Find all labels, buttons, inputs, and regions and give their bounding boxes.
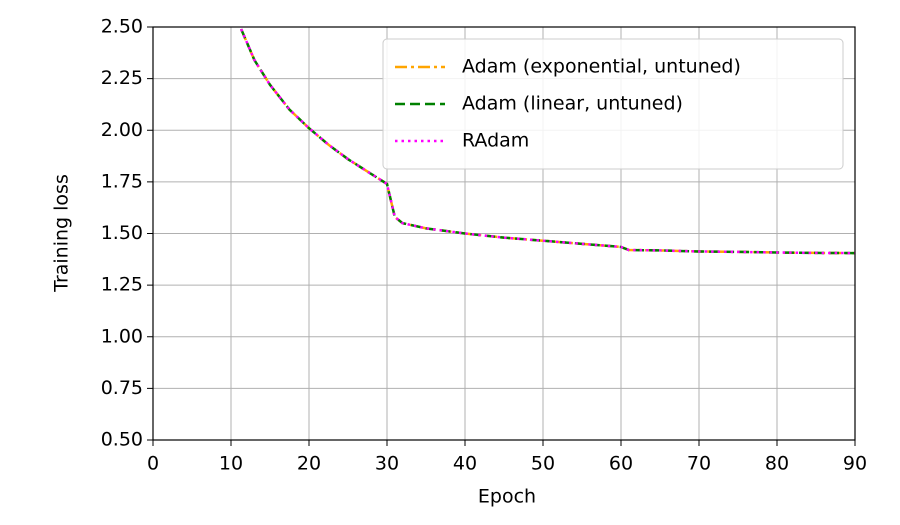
- plot-frame: [152, 26, 856, 441]
- y-tick-label: 0.50: [101, 429, 143, 451]
- y-tick-label: 1.50: [101, 222, 143, 244]
- x-axis-label: Epoch: [478, 486, 536, 508]
- x-tick-label: 10: [219, 453, 243, 475]
- legend-label: Adam (exponential, untuned): [462, 56, 741, 78]
- legend: Adam (exponential, untuned) Adam (linear,…: [382, 38, 844, 170]
- y-tick-label: 1.25: [101, 274, 143, 296]
- x-tick-label: 80: [765, 453, 789, 475]
- x-tick-label: 50: [531, 453, 555, 475]
- legend-label: RAdam: [462, 130, 529, 152]
- y-tick-label: 0.75: [101, 377, 143, 399]
- x-tick-label: 60: [609, 453, 633, 475]
- y-tick-label: 2.50: [101, 16, 143, 38]
- y-tick-label: 2.00: [101, 119, 143, 141]
- x-tick-label: 20: [297, 453, 321, 475]
- x-tick-label: 90: [843, 453, 867, 475]
- y-axis-label: Training loss: [51, 174, 73, 293]
- x-tick-label: 0: [147, 453, 159, 475]
- y-tick-label: 1.00: [101, 325, 143, 347]
- legend-label: Adam (linear, untuned): [462, 93, 683, 115]
- x-tick-label: 30: [375, 453, 399, 475]
- x-tick-label: 70: [687, 453, 711, 475]
- y-tick-label: 2.25: [101, 67, 143, 89]
- series-line: [239, 28, 855, 255]
- legend-box: [382, 38, 844, 170]
- plot-lines: [239, 28, 855, 255]
- series-line: [239, 28, 855, 255]
- y-tick-label: 1.75: [101, 170, 143, 192]
- x-tick-label: 40: [453, 453, 477, 475]
